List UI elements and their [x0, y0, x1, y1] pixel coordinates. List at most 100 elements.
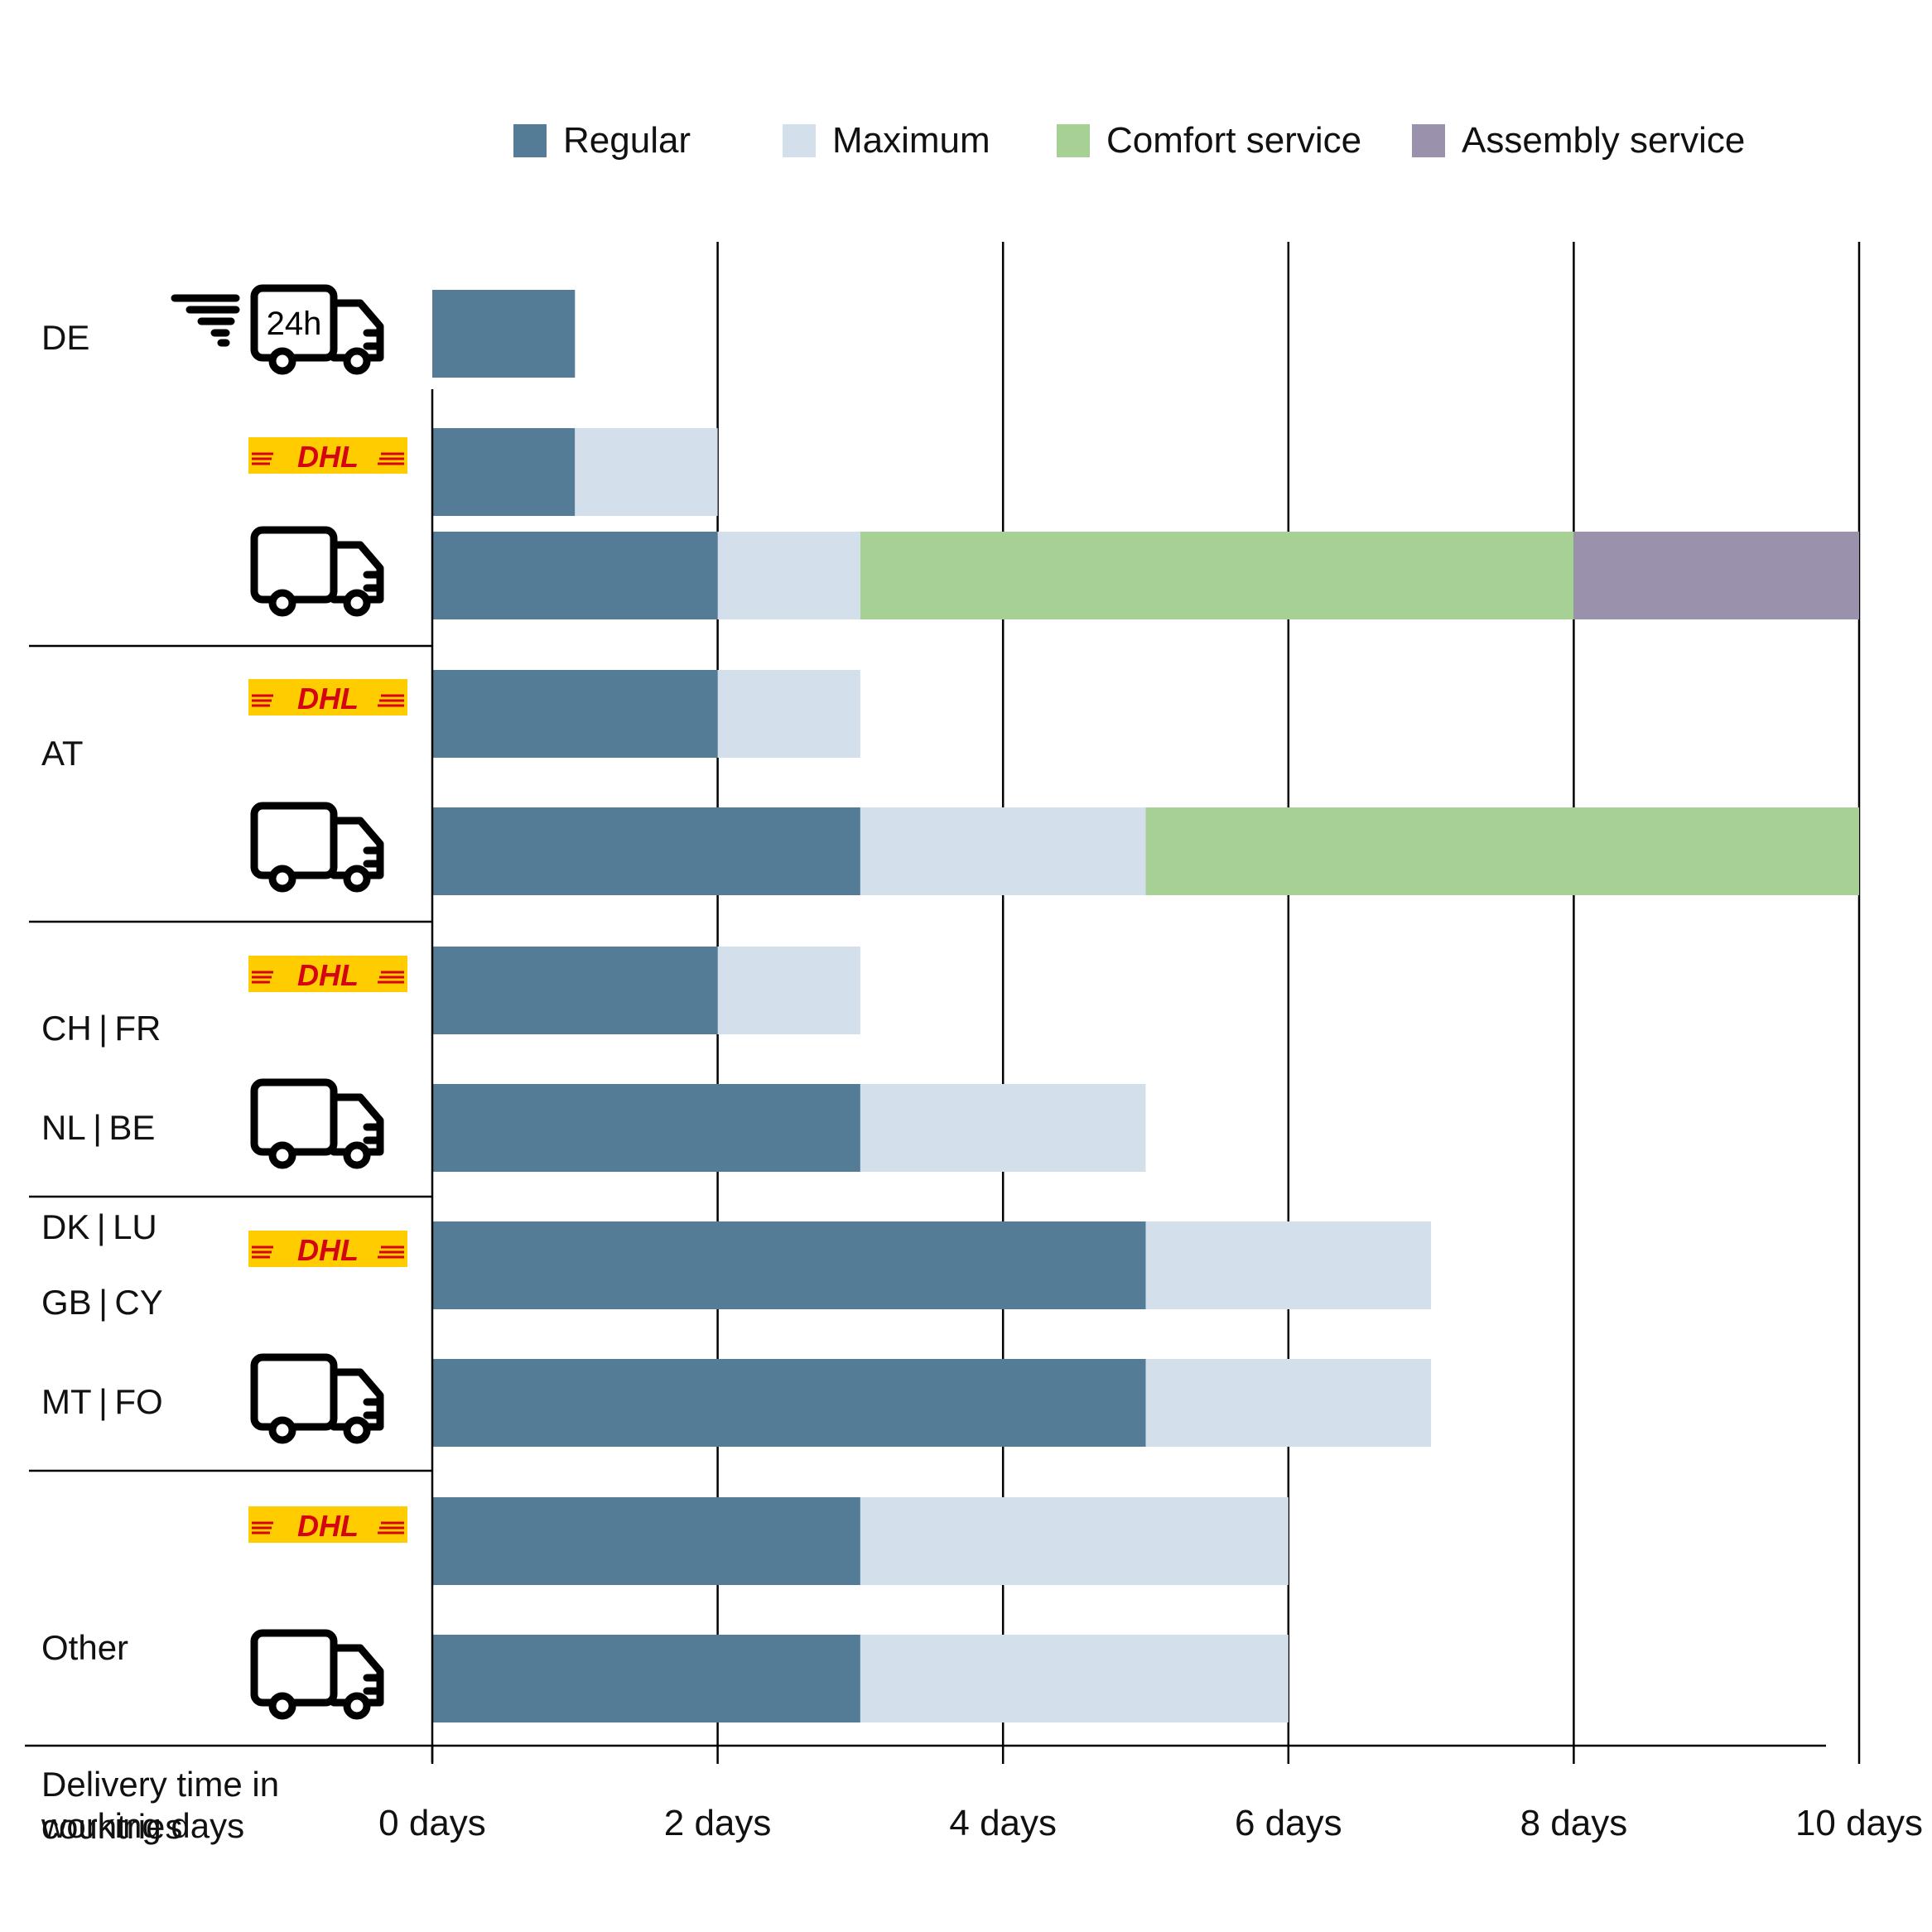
truck-grille	[363, 1398, 383, 1419]
dhl-logo-background	[248, 1506, 407, 1543]
bar-regular	[432, 1497, 860, 1585]
truck-grille	[363, 329, 383, 350]
legend-swatch-comfort	[1057, 124, 1090, 157]
truck-wheel	[268, 1141, 296, 1169]
x-tick-label: 6 days	[1235, 1803, 1342, 1843]
x-tick-label: 0 days	[378, 1803, 486, 1843]
group-label-ch-fr-nl-be-dk-lu: CH | FR NL | BE DK | LU	[41, 946, 161, 1277]
axis-title-line: working days	[41, 1806, 245, 1845]
group-label-other: Other countries	[41, 1499, 182, 1916]
dhl-logo-text: DHL	[297, 958, 359, 992]
truck-wheel	[343, 1416, 371, 1444]
group-label-line: Other	[41, 1628, 129, 1667]
legend-label-assembly: Assembly service	[1462, 120, 1746, 161]
legend-swatch-regular	[513, 124, 547, 157]
dhl-logo: DHL	[248, 1506, 407, 1543]
bar-maximum	[860, 1084, 1146, 1172]
group-label-de: DE	[41, 255, 89, 388]
dhl-logo-stripes	[252, 1521, 404, 1535]
bar-maximum	[717, 947, 860, 1034]
bar-maximum	[1145, 1221, 1432, 1309]
truck-24h-label: 24h	[267, 306, 322, 342]
group-label-at: AT	[41, 671, 84, 803]
truck-wheel	[343, 589, 371, 617]
group-label-gb-cy-mt-fo: GB | CY MT | FO	[41, 1220, 163, 1452]
bar-maximum	[717, 670, 860, 758]
dhl-logo-stripes	[252, 452, 404, 465]
group-label-line: MT | FO	[41, 1382, 163, 1421]
legend-regular: Regular	[513, 116, 691, 166]
axis-title-line: Delivery time in	[41, 1765, 280, 1804]
dhl-logo-text: DHL	[297, 682, 359, 715]
group-label-line: DK | LU	[41, 1207, 157, 1246]
dhl-logo-text: DHL	[297, 1509, 359, 1543]
dhl-logo: DHL	[248, 956, 407, 992]
truck-icon	[250, 1078, 384, 1169]
axis-title: Delivery time in working days	[41, 1764, 279, 1847]
truck-grille	[363, 1123, 383, 1144]
bar-regular	[432, 670, 718, 758]
bar-regular	[432, 290, 576, 378]
group-label-line: NL | BE	[41, 1108, 156, 1147]
x-tick-label: 10 days	[1795, 1803, 1923, 1843]
legend-label-comfort: Comfort service	[1106, 120, 1362, 161]
truck-wheel	[343, 865, 371, 893]
bar-maximum	[860, 1497, 1289, 1585]
bar-maximum	[717, 532, 860, 619]
truck-grille	[363, 846, 383, 868]
truck-wheel	[268, 865, 296, 893]
dhl-logo-text: DHL	[297, 1233, 359, 1267]
dhl-logo: DHL	[248, 1231, 407, 1267]
group-label-line: GB | CY	[41, 1283, 163, 1322]
bar-regular	[432, 532, 718, 619]
truck-box	[250, 526, 338, 604]
legend-comfort: Comfort service	[1057, 116, 1361, 166]
truck-wheel	[268, 589, 296, 617]
truck-wheel	[268, 347, 296, 375]
bar-regular	[432, 947, 718, 1034]
legend-assembly: Assembly service	[1412, 116, 1745, 166]
bar-regular	[432, 428, 576, 516]
bar-regular	[432, 1084, 860, 1172]
truck-grille	[363, 571, 383, 592]
legend-label-maximum: Maximum	[832, 120, 990, 161]
group-label-line: AT	[41, 734, 84, 773]
truck-wheel	[343, 1692, 371, 1720]
dhl-logo-stripes	[252, 971, 404, 984]
truck-icon	[250, 526, 384, 617]
bar-regular	[432, 1635, 860, 1722]
speed-lines	[171, 294, 240, 347]
bar-maximum	[575, 428, 718, 516]
truck-icon	[250, 1353, 384, 1444]
legend-label-regular: Regular	[563, 120, 691, 161]
group-label-line: countries	[41, 1807, 183, 1846]
bar-assembly	[1573, 532, 1859, 619]
truck-box	[250, 802, 338, 879]
dhl-logo: DHL	[248, 437, 407, 474]
legend-swatch-maximum	[783, 124, 816, 157]
bar-regular	[432, 1221, 1146, 1309]
dhl-logo-stripes	[252, 694, 404, 707]
bar-maximum	[860, 1635, 1289, 1722]
truck-box	[250, 1629, 338, 1707]
bar-comfort	[1145, 807, 1859, 895]
group-label-line: CH | FR	[41, 1009, 161, 1048]
truck-wheel	[343, 1141, 371, 1169]
dhl-logo-background	[248, 437, 407, 474]
x-tick-label: 2 days	[664, 1803, 772, 1843]
dhl-logo-background	[248, 1231, 407, 1267]
truck-wheel	[343, 347, 371, 375]
dhl-logo: DHL	[248, 679, 407, 715]
group-label-line: DE	[41, 318, 90, 357]
dhl-logo-background	[248, 679, 407, 715]
truck-wheel	[268, 1416, 296, 1444]
truck-24h-icon: 24h	[171, 284, 384, 375]
truck-icon	[250, 802, 384, 893]
truck-box	[250, 1078, 338, 1156]
x-tick-label: 8 days	[1520, 1803, 1628, 1843]
dhl-logo-text: DHL	[297, 440, 359, 474]
x-tick-label: 4 days	[949, 1803, 1057, 1843]
truck-wheel	[268, 1692, 296, 1720]
legend-swatch-assembly	[1412, 124, 1445, 157]
